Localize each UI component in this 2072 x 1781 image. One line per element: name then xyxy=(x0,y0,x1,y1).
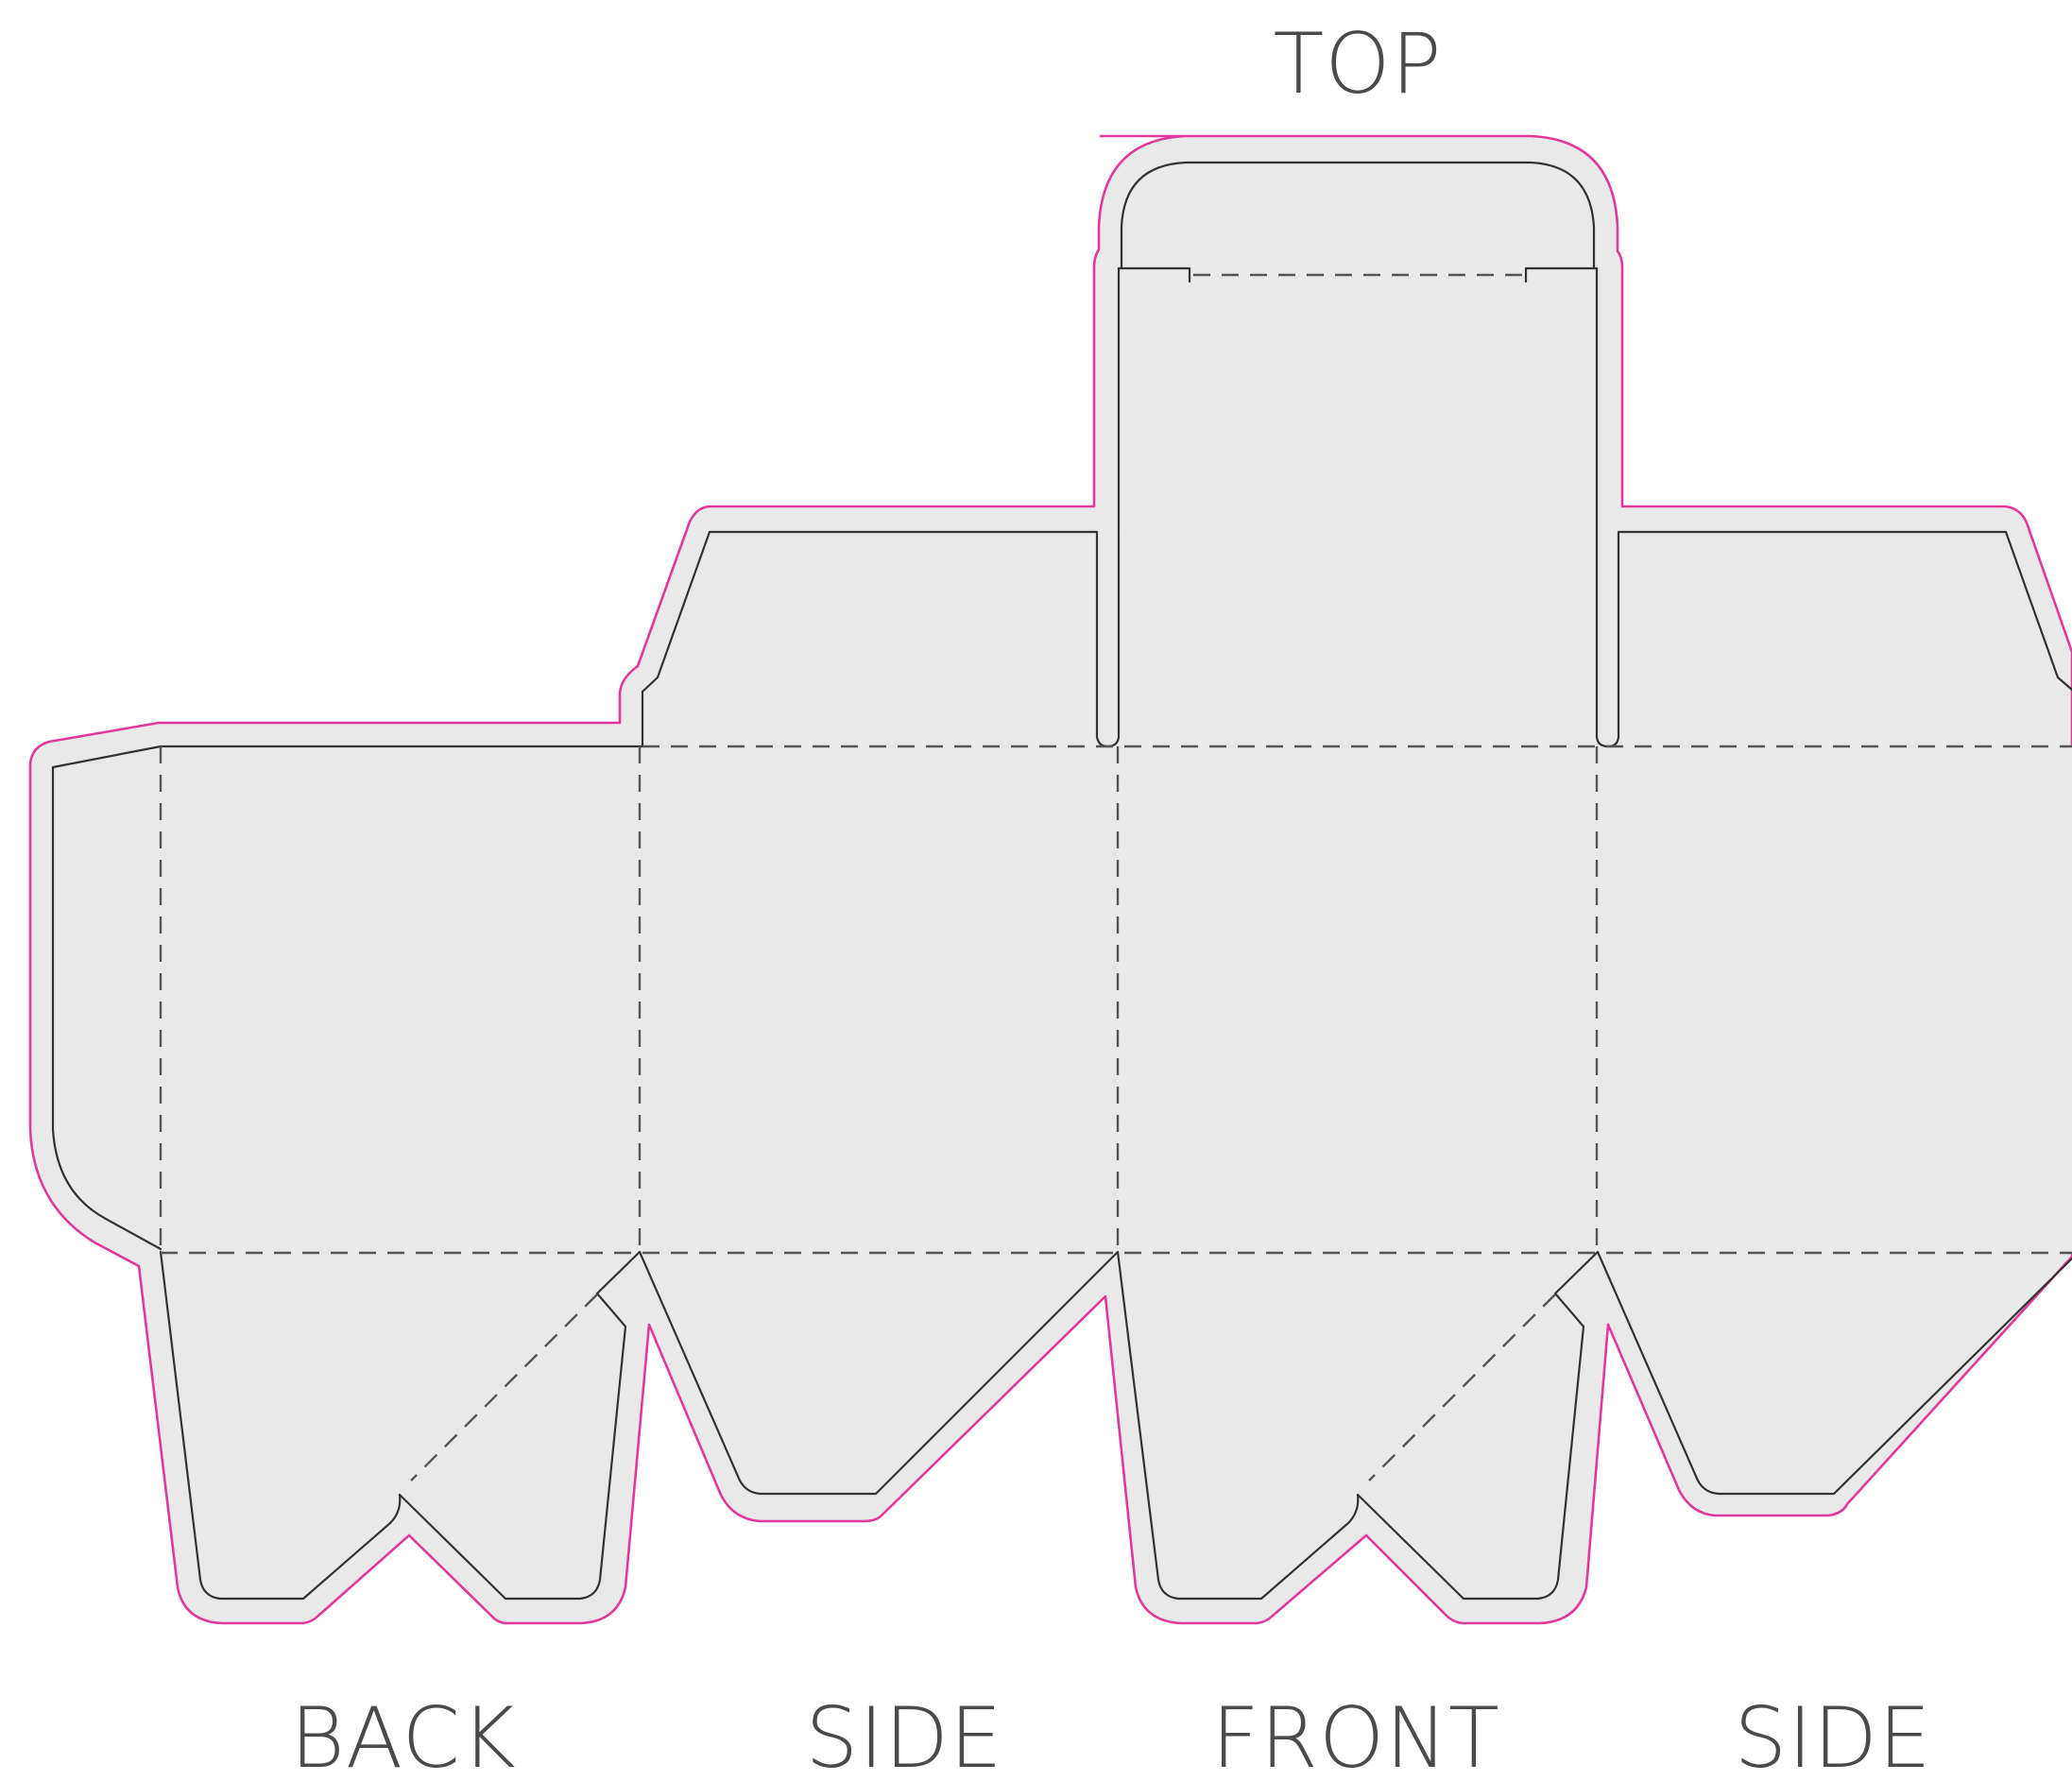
label-back: BACK xyxy=(290,1689,516,1781)
body-fill xyxy=(159,746,2072,1253)
glue-flap-cut xyxy=(51,745,163,1251)
fold-back-bottom-diagonal xyxy=(410,1293,598,1481)
fold-front-bottom-diagonal xyxy=(1368,1293,1556,1481)
label-side-left: SIDE xyxy=(805,1689,1002,1781)
label-side-right: SIDE xyxy=(1734,1689,1931,1781)
bottom-flaps-cut xyxy=(159,1250,2072,1601)
label-top: TOP xyxy=(1273,15,1442,112)
top-tuck-flap-cut xyxy=(1117,161,2072,748)
label-front: FRONT xyxy=(1211,1689,1500,1781)
